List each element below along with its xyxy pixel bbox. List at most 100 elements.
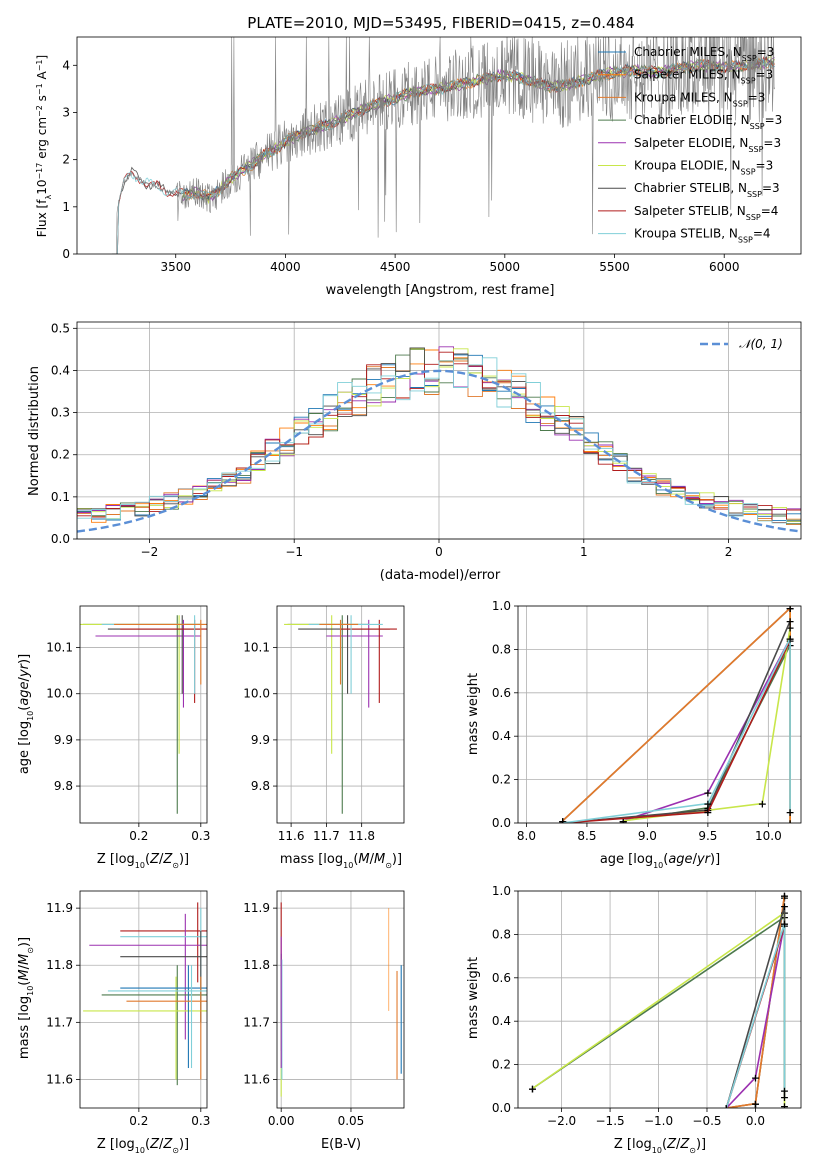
y-tick-label: 11.8 xyxy=(243,958,270,972)
weight-line-kroupa_miles xyxy=(562,607,791,822)
x-tick-label: 9.0 xyxy=(638,829,657,843)
y-tick-label: 1.0 xyxy=(492,599,511,613)
y-tick-label: 0.2 xyxy=(492,773,511,787)
y-axis-label: mass [log10(M/M⊙)] xyxy=(17,937,35,1059)
x-tick-label: 0.3 xyxy=(191,1114,210,1128)
y-axis-label: mass weight xyxy=(466,957,481,1039)
x-tick-label: 11.8 xyxy=(348,829,375,843)
y-tick-label: 10.1 xyxy=(46,641,73,655)
data-spectrum xyxy=(113,37,775,254)
weight-marker-kroupa_miles: + xyxy=(558,815,567,828)
figure-title: PLATE=2010, MJD=53495, FIBERID=0415, z=0… xyxy=(247,14,634,32)
y-tick-label: 0.1 xyxy=(51,490,70,504)
x-tick-label: −2.0 xyxy=(547,1114,576,1128)
y-tick-label: 9.9 xyxy=(54,733,73,747)
weight-marker-kroupa_elodie: + xyxy=(528,1082,537,1095)
axes-frame xyxy=(517,890,802,1109)
x-tick-label: 9.5 xyxy=(698,829,717,843)
y-tick-label: 0 xyxy=(62,247,70,261)
y-tick-label: 0.0 xyxy=(51,532,70,546)
axes-age-mass: 11.6 11.7 11.8 9.8 9.9 10.0 10.1 mass [log10(M/… xyxy=(243,605,405,870)
legend: Chabrier MILES, NSSP=3 Salpeter MILES, NS… xyxy=(598,45,782,244)
y-tick-label: 0.5 xyxy=(51,321,70,335)
weight-marker-salpeter_miles: + xyxy=(722,1102,731,1115)
weight-marker-chabrier_stelib: + xyxy=(786,615,795,628)
y-tick-label: 1 xyxy=(62,200,70,214)
y-axis-label: Normed distribution xyxy=(27,366,42,496)
x-axis-label: Z [log10(Z/Z⊙)] xyxy=(97,1137,189,1155)
weight-marker-salpeter_miles: + xyxy=(558,815,567,828)
x-tick-label: 3500 xyxy=(160,260,191,274)
weight-marker-chabrier_miles: + xyxy=(558,815,567,828)
x-tick-label: −1.0 xyxy=(644,1114,673,1128)
x-axis-label: wavelength [Angstrom, rest frame] xyxy=(326,283,555,298)
x-tick-label: −1 xyxy=(285,545,303,559)
x-tick-label: 6000 xyxy=(709,260,740,274)
y-tick-label: 0.2 xyxy=(492,1058,511,1072)
x-tick-label: −0.5 xyxy=(692,1114,721,1128)
axes-mw-age: 8.0 8.5 9.0 9.5 10.00.00.20.40.60.81.0++++++… xyxy=(466,599,802,870)
plot-area-residuals xyxy=(77,346,801,539)
x-tick-label: 2 xyxy=(725,545,733,559)
legend-label-chabrier_elodie: Chabrier ELODIE, NSSP=3 xyxy=(634,113,782,131)
y-tick-label: 11.7 xyxy=(243,1015,270,1029)
weight-marker-chabrier_stelib: + xyxy=(722,1102,731,1115)
weight-line-salpeter_elodie xyxy=(725,923,786,1108)
weight-marker-chabrier_stelib: + xyxy=(558,817,567,830)
axes-residuals: −2 −1 0 1 2 0.0 0.1 0.2 0.3 0.4 0.5 𝒩(0, 1) (data-mo… xyxy=(27,321,802,583)
weight-marker-kroupa_stelib: + xyxy=(780,1085,789,1098)
weight-line-kroupa_stelib xyxy=(725,923,786,1108)
y-tick-label: 1.0 xyxy=(492,884,511,898)
x-tick-label: −2 xyxy=(141,545,159,559)
legend-label-kroupa_stelib: Kroupa STELIB, NSSP=4 xyxy=(634,227,771,245)
axes-frame xyxy=(276,890,405,1109)
axes-frame xyxy=(76,321,802,540)
weight-marker-kroupa_miles: + xyxy=(780,889,789,902)
y-tick-label: 0.4 xyxy=(492,1014,511,1028)
y-tick-label: 0.6 xyxy=(492,971,511,985)
weight-marker-kroupa_miles: + xyxy=(751,1098,760,1111)
y-tick-label: 9.8 xyxy=(54,779,73,793)
y-tick-label: 0.4 xyxy=(492,729,511,743)
legend-label-normal: 𝒩(0, 1) xyxy=(739,337,783,351)
y-tick-label: 11.9 xyxy=(243,901,270,915)
plot-area-mw-Z: + +++ +++ ++++++++++++++++++ xyxy=(528,889,789,1115)
weight-marker-salpeter_stelib: + xyxy=(703,806,712,819)
x-tick-label: 0.05 xyxy=(338,1114,365,1128)
weight-marker-salpeter_elodie: + xyxy=(703,787,712,800)
weight-marker-salpeter_elodie: + xyxy=(722,1102,731,1115)
axes-age-Z: 0.2 0.3 9.8 9.9 10.0 10.1 Z [log10(Z/Z⊙)] age [… xyxy=(17,605,210,870)
weight-line-kroupa_miles xyxy=(726,895,786,1108)
weight-marker-salpeter_miles: + xyxy=(786,602,795,615)
plot-area-age-mass xyxy=(284,615,397,814)
legend-label-kroupa_elodie: Kroupa ELODIE, NSSP=3 xyxy=(634,159,773,177)
y-tick-label: 0.6 xyxy=(492,686,511,700)
plot-area-mass-Z xyxy=(83,902,207,1086)
y-tick-label: 0.8 xyxy=(492,642,511,656)
y-tick-label: 3 xyxy=(62,105,70,119)
weight-marker-salpeter_stelib: + xyxy=(722,1102,731,1115)
y-tick-label: 0.2 xyxy=(51,448,70,462)
legend-label-chabrier_miles: Chabrier MILES, NSSP=3 xyxy=(634,45,774,63)
x-tick-label: 10.0 xyxy=(755,829,782,843)
x-axis-label: age [log10(age/yr)] xyxy=(600,852,720,870)
x-tick-label: 4000 xyxy=(270,260,301,274)
weight-marker-kroupa_stelib: + xyxy=(722,1102,731,1115)
y-tick-label: 0.4 xyxy=(51,363,70,377)
y-tick-label: 9.8 xyxy=(251,779,270,793)
weight-marker-kroupa_elodie: + xyxy=(758,797,767,810)
y-tick-label: 0.0 xyxy=(492,816,511,830)
plot-area-mw-age: +++++++++++++++++++++++++++ xyxy=(558,602,795,830)
weight-marker-salpeter_stelib: + xyxy=(558,817,567,830)
plot-area-age-Z xyxy=(80,615,207,814)
x-axis-label: (data-model)/error xyxy=(380,568,501,583)
legend-label-salpeter_stelib: Salpeter STELIB, NSSP=4 xyxy=(634,204,778,222)
weight-marker-kroupa_stelib: + xyxy=(786,806,795,819)
axes-spectrum: 3500 4000 4500 5000 5500 6000 0 1 2 3 4 Chabrier MI… xyxy=(35,36,802,298)
x-tick-label: 8.5 xyxy=(577,829,596,843)
weight-marker-chabrier_miles: + xyxy=(722,1102,731,1115)
y-axis-label: mass weight xyxy=(466,673,481,755)
axes-mass-Z: 0.2 0.3 11.6 11.7 11.8 11.9 Z [log10(Z/Z⊙)] mas… xyxy=(17,890,210,1155)
y-tick-label: 10.0 xyxy=(46,687,73,701)
